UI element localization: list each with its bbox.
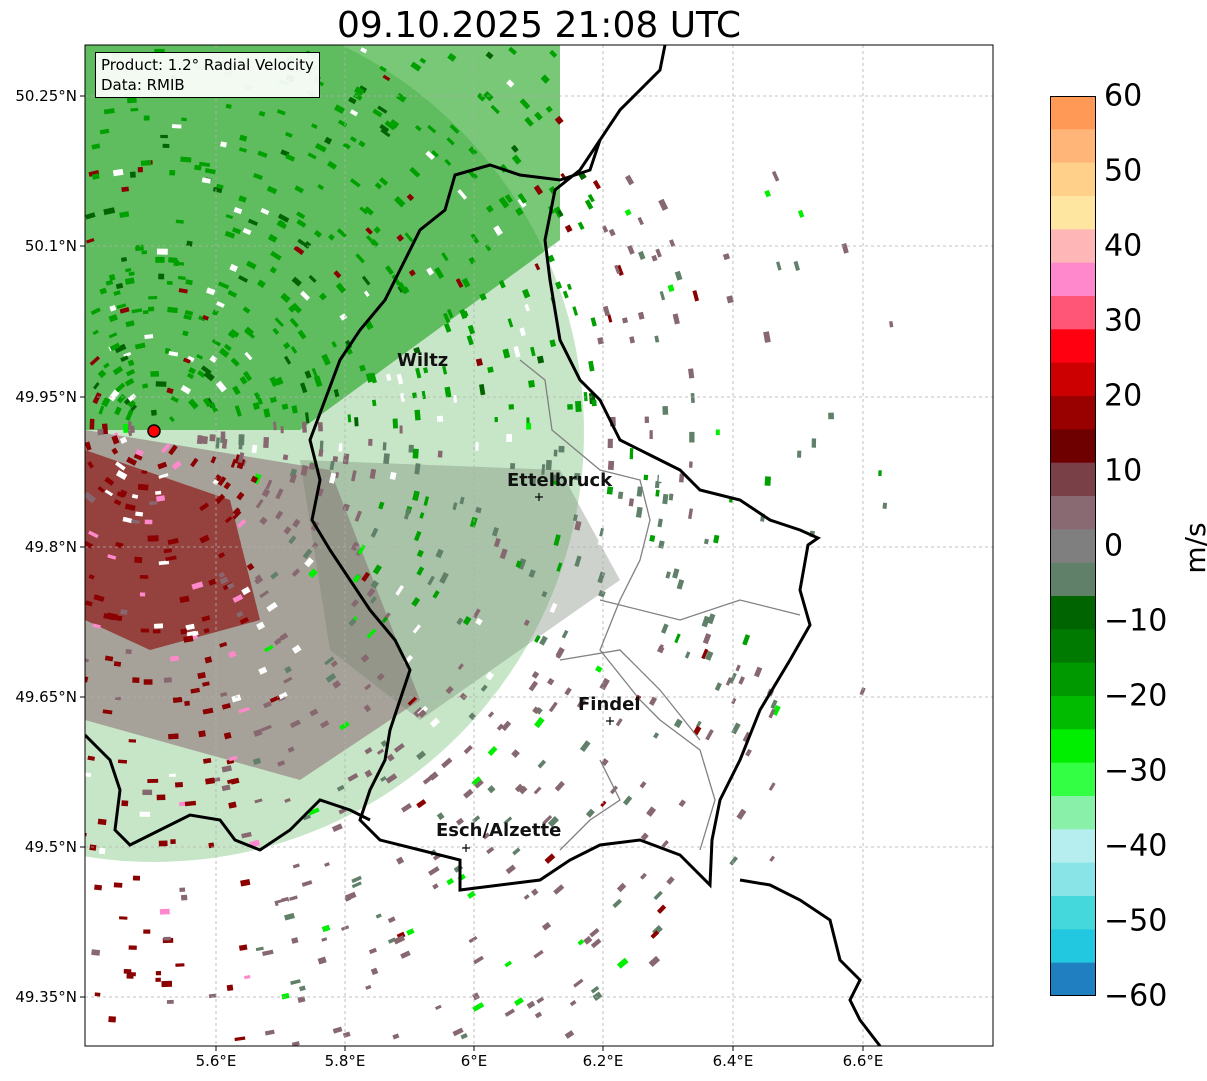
colorbar-segment [1050, 96, 1096, 130]
lon-label: 6.2°E [582, 1052, 624, 1070]
colorbar-tick: 10 [1104, 453, 1143, 489]
colorbar-tick: 60 [1104, 78, 1143, 114]
city-label-esch-alzette: Esch/Alzette [436, 820, 562, 841]
map-title: 09.10.2025 21:08 UTC [336, 5, 742, 46]
lon-label: 5.6°E [195, 1052, 237, 1070]
colorbar-segment [1050, 929, 1096, 964]
colorbar-segment [1050, 762, 1096, 797]
lon-label: 5.8°E [324, 1052, 366, 1070]
colorbar-segment [1050, 562, 1096, 597]
colorbar-tick: 20 [1104, 378, 1143, 414]
city-label-findel: Findel [578, 694, 641, 715]
colorbar-tick: −50 [1104, 903, 1168, 939]
radar-site-marker [147, 424, 161, 438]
colorbar-segment [1050, 896, 1096, 930]
lon-label: 6.4°E [712, 1052, 754, 1070]
colorbar-unit-label: m/s [1179, 522, 1207, 574]
colorbar-tick: −10 [1104, 603, 1168, 639]
colorbar-segment [1050, 329, 1096, 364]
colorbar-segment [1050, 429, 1096, 464]
lat-label: 49.35°N [15, 988, 77, 1006]
city-markers [462, 493, 614, 852]
colorbar-segment [1050, 262, 1096, 297]
lat-label: 49.5°N [24, 838, 77, 856]
colorbar-segment [1050, 129, 1096, 164]
colorbar [1050, 96, 1096, 996]
colorbar-segment [1050, 296, 1096, 330]
canton-boundaries [519, 359, 801, 851]
velocity-gates [85, 46, 909, 1046]
colorbar-segment [1050, 462, 1096, 497]
colorbar-tick: −40 [1104, 828, 1168, 864]
colorbar-segment [1050, 496, 1096, 530]
product-label: Product: 1.2° Radial Velocity [101, 56, 314, 74]
colorbar-tick: 0 [1104, 528, 1124, 564]
colorbar-segment [1050, 862, 1096, 897]
lat-label: 49.8°N [24, 538, 77, 556]
colorbar-segment [1050, 596, 1096, 630]
colorbar-segment [1050, 962, 1096, 996]
colorbar-tick: −30 [1104, 753, 1168, 789]
lon-label: 6.6°E [842, 1052, 884, 1070]
city-label-wiltz: Wiltz [397, 350, 449, 371]
colorbar-segment [1050, 662, 1096, 697]
data-source-label: Data: RMIB [101, 76, 185, 94]
colorbar-segment [1050, 362, 1096, 397]
france-belgium-border [85, 733, 371, 852]
colorbar-segment [1050, 829, 1096, 864]
lat-label: 49.95°N [15, 388, 77, 406]
lat-label: 50.1°N [24, 237, 77, 255]
lat-label: 50.25°N [15, 87, 77, 105]
colorbar-frame [1050, 96, 1096, 996]
colorbar-segment [1050, 729, 1096, 764]
colorbar-segment [1050, 696, 1096, 730]
colorbar-tick: 50 [1104, 153, 1143, 189]
colorbar-tick: 30 [1104, 303, 1143, 339]
colorbar-segment [1050, 796, 1096, 830]
colorbar-segment [1050, 629, 1096, 664]
lat-label: 49.65°N [15, 688, 77, 706]
luxembourg-border [308, 45, 822, 892]
colorbar-segment [1050, 162, 1096, 197]
city-label-ettelbruck: Ettelbruck [507, 470, 613, 491]
colorbar-tick: 40 [1104, 228, 1143, 264]
colorbar-tick: −20 [1104, 678, 1168, 714]
colorbar-segment [1050, 396, 1096, 430]
colorbar-segment [1050, 529, 1096, 564]
germany-france-border [739, 878, 882, 1046]
colorbar-segment [1050, 196, 1096, 230]
lon-label: 6°E [460, 1052, 488, 1070]
product-info-box: Product: 1.2° Radial Velocity Data: RMIB [95, 52, 320, 98]
colorbar-segment [1050, 229, 1096, 264]
colorbar-tick: −60 [1104, 978, 1168, 1014]
